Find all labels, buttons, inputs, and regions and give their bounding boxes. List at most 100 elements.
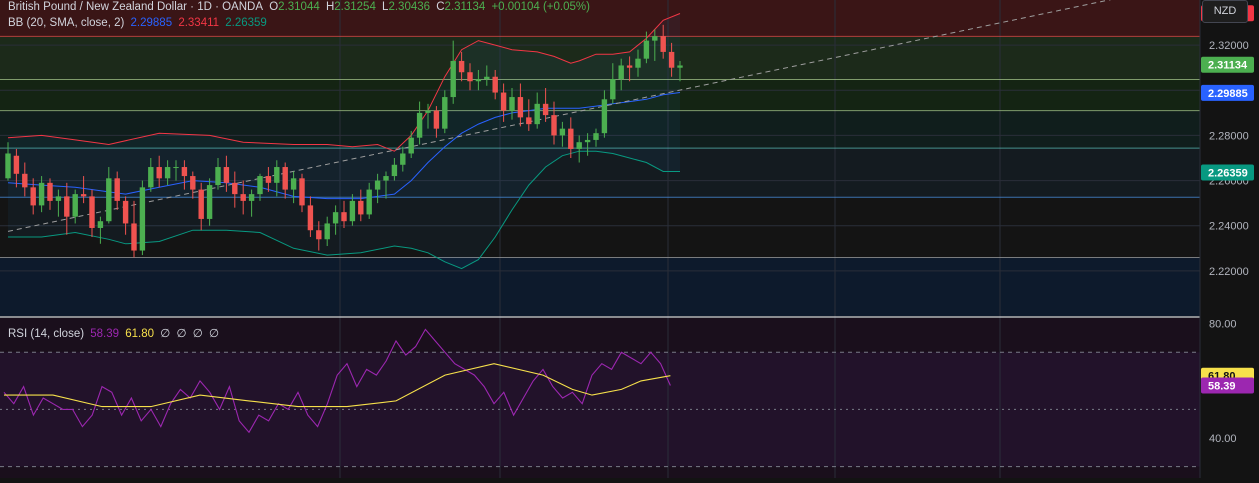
rsi-tick-label: 40.00 (1209, 433, 1237, 445)
candle-body (223, 167, 230, 183)
low-label: L (382, 1, 389, 13)
last-price-tag: 2.31134 (1208, 60, 1248, 72)
candle-body (408, 137, 414, 154)
last-price-tag-bg (1201, 56, 1254, 73)
candle-body (635, 58, 641, 68)
candle-body (450, 60, 456, 98)
candle-body (164, 167, 171, 179)
bb-basis-line (7, 92, 681, 200)
rsi-value: 58.39 (90, 328, 120, 340)
bb-legend: BB (20, SMA, close, 2) 2.29885 2.33411 2… (8, 17, 270, 29)
currency-button[interactable]: NZD (1202, 0, 1248, 23)
candle-body (626, 65, 633, 68)
candle-body (668, 51, 675, 68)
candle-body (643, 40, 650, 59)
candle-body (181, 167, 188, 177)
candle-body (593, 133, 599, 140)
candle-body (442, 97, 448, 129)
rsi-tag: 58.39 (1208, 380, 1236, 392)
trendline (7, 0, 1112, 232)
candle-body (652, 36, 658, 41)
candle-body (72, 194, 78, 217)
candle-body (190, 176, 196, 190)
rsi-extra-1: ∅ (160, 328, 171, 340)
candle-body (618, 65, 624, 79)
price-tick-label: 2.28000 (1209, 130, 1249, 142)
candle-body (5, 153, 11, 179)
candle-body (677, 65, 683, 68)
candle-body (122, 200, 129, 224)
bb-lower-tag-bg (1201, 164, 1254, 181)
candle-body (500, 92, 507, 111)
candle-body (610, 79, 616, 100)
bb-lower-line (8, 150, 680, 270)
candle-body (492, 76, 498, 93)
candle-body (265, 176, 272, 183)
low-value: 2.30436 (388, 1, 431, 13)
price-tick-label: 2.22000 (1209, 266, 1249, 278)
rsi-ma-line (4, 363, 671, 408)
candle-body (316, 230, 322, 240)
candle-body (458, 60, 465, 73)
candle-body (568, 128, 574, 149)
close-label: C (436, 1, 445, 13)
bb-label[interactable]: BB (20, SMA, close, 2) (8, 17, 125, 29)
candle-body (391, 164, 398, 177)
candle-body (106, 178, 112, 222)
candle-body (517, 97, 524, 118)
high-value: 2.31254 (334, 1, 376, 13)
candle-body (13, 155, 20, 174)
candle-body (55, 196, 62, 201)
open-label: O (269, 1, 279, 13)
candle-body (97, 221, 104, 228)
price-legend: British Pound / New Zealand Dollar · 1D … (8, 1, 593, 13)
rsi-line (3, 328, 671, 434)
candle-body (47, 182, 53, 201)
candle-body (257, 176, 263, 195)
price-axis-bg (1200, 0, 1259, 478)
price-tick-label: 2.32000 (1209, 40, 1249, 52)
price-tick-label: 2.24000 (1209, 221, 1249, 233)
candle-body (526, 117, 532, 125)
candle-body (290, 178, 297, 190)
candle-body (559, 128, 566, 136)
candle-body (425, 110, 431, 113)
rsi-extra-2: ∅ (176, 328, 187, 340)
rsi-ma-value: 61.80 (125, 328, 155, 340)
candle-body (383, 176, 389, 181)
candle-body (80, 194, 87, 197)
bb-basis-tag-bg (1201, 84, 1254, 101)
candle-body (248, 194, 255, 201)
candle-body (484, 76, 490, 79)
candle-body (232, 182, 238, 195)
bb-lower-value: 2.26359 (225, 17, 267, 29)
candle-body (332, 212, 339, 224)
candle-body (509, 97, 515, 111)
candle-body (374, 180, 381, 190)
candle-body (139, 187, 146, 251)
symbol-title[interactable]: British Pound / New Zealand Dollar · 1D … (8, 1, 264, 13)
candle-body (576, 142, 582, 149)
candle-body (240, 194, 246, 201)
candle-body (660, 36, 666, 52)
candle-body (341, 212, 347, 222)
candle-body (324, 223, 330, 240)
price-zone (0, 257, 1200, 316)
candle-body (299, 178, 305, 206)
rsi-tick-label: 80.00 (1209, 319, 1237, 331)
bb-basis-value: 2.29885 (130, 17, 173, 29)
rsi-extra-4: ∅ (208, 328, 219, 340)
candle-body (148, 167, 154, 188)
candle-body (551, 115, 557, 136)
candle-body (534, 103, 540, 125)
candle-body (131, 223, 137, 251)
candle-body (366, 189, 372, 215)
candle-body (156, 167, 162, 179)
rsi-label[interactable]: RSI (14, close) (8, 328, 85, 340)
candle-body (416, 112, 423, 138)
candle-body (30, 187, 36, 206)
candle-body (38, 182, 45, 206)
rsi-legend: RSI (14, close) 58.39 61.80 ∅ ∅ ∅ ∅ (8, 326, 222, 340)
